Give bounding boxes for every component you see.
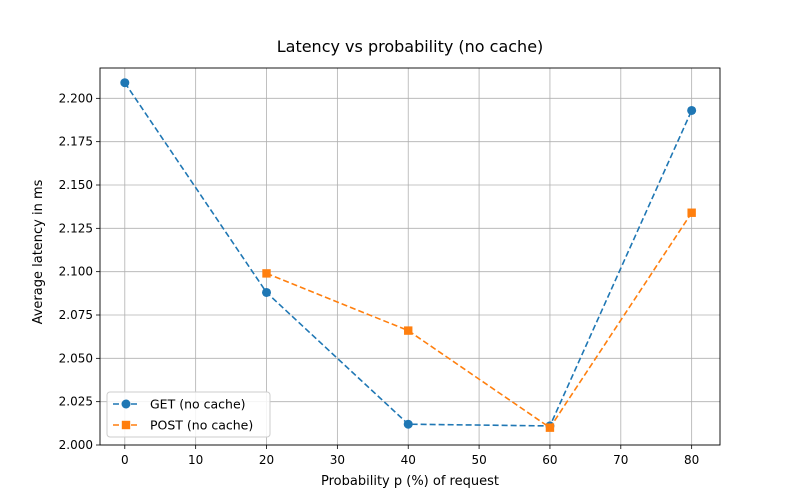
series-1	[262, 208, 696, 432]
data-point	[545, 423, 555, 432]
legend-marker	[121, 399, 131, 409]
x-tick-label: 20	[259, 453, 274, 467]
y-tick-label: 2.000	[59, 438, 93, 452]
y-tick-label: 2.075	[59, 308, 93, 322]
data-point	[403, 419, 413, 429]
x-tick-label: 40	[401, 453, 416, 467]
axes	[99, 67, 721, 446]
y-tick-label: 2.025	[59, 395, 93, 409]
series-line	[266, 212, 693, 429]
grid	[100, 68, 720, 446]
y-tick-label: 2.150	[59, 178, 93, 192]
legend: GET (no cache) POST (no cache)	[106, 391, 271, 438]
ticks: 0 10 20 30 40 50 60 70 80 2.000 2.025 2.050 2.075 2.1…	[59, 91, 700, 467]
y-tick-label: 2.125	[59, 221, 93, 235]
data-point	[120, 78, 130, 88]
y-tick-label: 2.100	[59, 265, 93, 279]
legend-box	[106, 391, 271, 438]
chart-title: Latency vs probability (no cache)	[277, 37, 544, 56]
data-point	[262, 269, 271, 278]
x-tick-label: 80	[684, 453, 699, 467]
legend-marker	[121, 420, 131, 430]
x-tick-label: 50	[471, 453, 486, 467]
x-tick-label: 70	[613, 453, 628, 467]
legend-label: GET (no cache)	[150, 397, 246, 412]
y-tick-label: 2.200	[59, 91, 93, 105]
data-point	[404, 326, 413, 335]
data-point	[687, 208, 696, 217]
legend-item: POST (no cache)	[113, 418, 253, 433]
x-tick-label: 0	[121, 453, 129, 467]
x-tick-label: 60	[542, 453, 557, 467]
legend-label: POST (no cache)	[150, 418, 253, 433]
x-tick-label: 10	[188, 453, 203, 467]
data-point	[262, 287, 272, 297]
series	[120, 78, 697, 432]
y-axis-label: Average latency in ms	[31, 179, 46, 324]
x-axis-label: Probability p (%) of request	[321, 474, 499, 489]
data-point	[687, 105, 697, 115]
x-tick-label: 30	[330, 453, 345, 467]
legend-item: GET (no cache)	[113, 397, 246, 412]
plot-frame	[99, 67, 721, 446]
y-tick-label: 2.050	[59, 351, 93, 365]
y-tick-label: 2.175	[59, 135, 93, 149]
